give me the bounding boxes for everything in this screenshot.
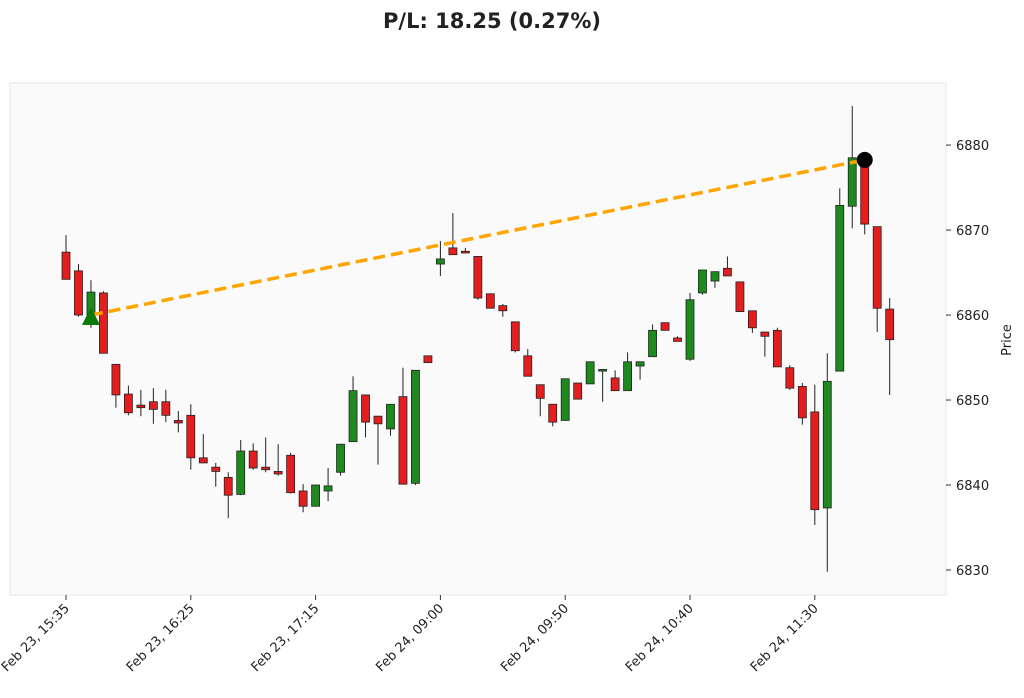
candle-body bbox=[660, 322, 670, 331]
candle-body bbox=[635, 361, 645, 367]
candle-body bbox=[373, 415, 383, 425]
x-tick-label: Feb 24, 09:00 bbox=[373, 601, 447, 675]
y-tick-label: 6840 bbox=[956, 479, 989, 494]
candle-body bbox=[860, 161, 870, 225]
candle-body bbox=[885, 308, 895, 341]
candle-body bbox=[510, 321, 520, 352]
candle-body bbox=[136, 404, 146, 409]
candle-body bbox=[198, 457, 208, 464]
candle-body bbox=[835, 204, 845, 372]
candle-body bbox=[723, 267, 732, 277]
y-axis-label: Price bbox=[1000, 324, 1015, 356]
candle-body bbox=[386, 403, 395, 430]
candle-body bbox=[398, 396, 408, 485]
candle-body bbox=[685, 299, 695, 360]
chart-title: P/L: 18.25 (0.27%) bbox=[383, 9, 601, 33]
candle-body bbox=[435, 258, 445, 265]
candle-body bbox=[872, 226, 882, 309]
candle-body bbox=[548, 403, 558, 423]
candle-body bbox=[361, 394, 370, 423]
candle-body bbox=[273, 471, 283, 475]
x-tick-label: Feb 24, 10:40 bbox=[623, 601, 697, 675]
x-tick-label: Feb 23, 16:25 bbox=[124, 601, 198, 675]
candle-body bbox=[336, 443, 345, 473]
candle-body bbox=[148, 401, 158, 410]
candle-body bbox=[323, 485, 333, 492]
candle-body bbox=[772, 329, 782, 368]
candle-body bbox=[598, 369, 608, 372]
y-tick-label: 6830 bbox=[956, 564, 989, 579]
candle-body bbox=[648, 329, 657, 358]
exit-marker bbox=[856, 151, 873, 168]
candle-body bbox=[423, 355, 433, 364]
candle-body bbox=[111, 363, 121, 396]
candle-body bbox=[673, 337, 682, 342]
candle-body bbox=[498, 305, 508, 312]
candle-body bbox=[560, 378, 570, 421]
candle-body bbox=[173, 420, 183, 424]
entry-marker bbox=[81, 307, 100, 326]
candle-body bbox=[223, 476, 233, 496]
candle-body bbox=[698, 269, 707, 294]
candle-body bbox=[124, 393, 133, 414]
x-tick-label: Feb 23, 15:35 bbox=[0, 601, 73, 675]
candle-body bbox=[585, 361, 595, 385]
x-tick-label: Feb 24, 09:50 bbox=[498, 601, 572, 675]
candle-body bbox=[810, 411, 820, 511]
candle-body bbox=[623, 361, 632, 392]
candle-body bbox=[473, 255, 483, 299]
candle-body bbox=[760, 331, 770, 337]
candle-body bbox=[261, 466, 271, 471]
y-tick-label: 6850 bbox=[956, 394, 989, 409]
plot-area bbox=[9, 82, 947, 596]
candle-body bbox=[748, 310, 757, 329]
candle-body bbox=[610, 377, 620, 392]
candle-body bbox=[822, 380, 832, 509]
candle-body bbox=[735, 281, 745, 313]
candle-body bbox=[161, 401, 171, 416]
candle-body bbox=[448, 247, 458, 256]
y-tick-label: 6880 bbox=[956, 139, 989, 154]
candle-body bbox=[248, 450, 258, 469]
candle-body bbox=[74, 270, 83, 316]
candle-body bbox=[311, 484, 321, 507]
candle-body bbox=[348, 390, 358, 443]
candle-body bbox=[785, 367, 795, 389]
candle-body bbox=[523, 355, 533, 377]
candle-body bbox=[460, 250, 470, 254]
candle-body bbox=[99, 292, 108, 354]
y-tick-label: 6870 bbox=[956, 224, 989, 239]
candle-body bbox=[298, 490, 308, 507]
candle-body bbox=[236, 450, 246, 495]
candle-body bbox=[710, 271, 720, 282]
candle-body bbox=[411, 369, 420, 484]
x-tick-label: Feb 24, 11:30 bbox=[748, 601, 822, 675]
candle-body bbox=[61, 251, 71, 280]
candle-body bbox=[186, 414, 196, 459]
x-tick-label: Feb 23, 17:15 bbox=[249, 601, 323, 675]
candle-body bbox=[573, 382, 583, 400]
candle-body bbox=[286, 454, 296, 494]
candle-body bbox=[797, 386, 807, 419]
candle-body bbox=[847, 157, 857, 207]
trade-line bbox=[90, 158, 866, 317]
candle-body bbox=[211, 466, 221, 472]
candle-body bbox=[485, 293, 495, 309]
candle-body bbox=[535, 384, 545, 399]
y-tick-label: 6860 bbox=[956, 309, 989, 324]
